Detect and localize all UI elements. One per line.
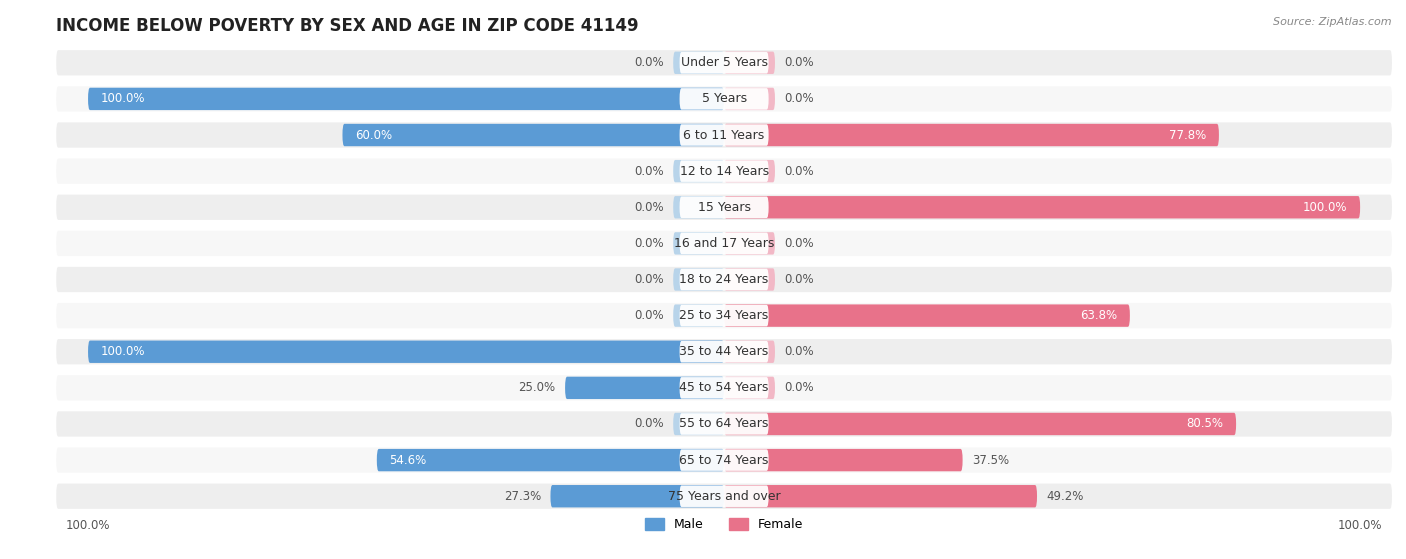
- Text: 80.5%: 80.5%: [1187, 418, 1223, 430]
- FancyBboxPatch shape: [679, 197, 769, 218]
- FancyBboxPatch shape: [56, 375, 1392, 400]
- Text: 0.0%: 0.0%: [785, 237, 814, 250]
- FancyBboxPatch shape: [679, 269, 769, 290]
- Text: 0.0%: 0.0%: [634, 201, 664, 214]
- Text: 54.6%: 54.6%: [389, 453, 427, 467]
- FancyBboxPatch shape: [679, 88, 769, 110]
- FancyBboxPatch shape: [724, 377, 775, 399]
- Text: 35 to 44 Years: 35 to 44 Years: [679, 345, 769, 358]
- Text: 65 to 74 Years: 65 to 74 Years: [679, 453, 769, 467]
- FancyBboxPatch shape: [673, 232, 724, 254]
- Text: 27.3%: 27.3%: [503, 490, 541, 503]
- Text: 16 and 17 Years: 16 and 17 Years: [673, 237, 775, 250]
- FancyBboxPatch shape: [724, 124, 1219, 146]
- Text: 0.0%: 0.0%: [634, 237, 664, 250]
- FancyBboxPatch shape: [673, 268, 724, 291]
- FancyBboxPatch shape: [56, 159, 1392, 184]
- FancyBboxPatch shape: [56, 267, 1392, 292]
- FancyBboxPatch shape: [673, 305, 724, 327]
- Text: 0.0%: 0.0%: [634, 165, 664, 178]
- Legend: Male, Female: Male, Female: [640, 513, 808, 536]
- FancyBboxPatch shape: [565, 377, 724, 399]
- FancyBboxPatch shape: [679, 160, 769, 182]
- FancyBboxPatch shape: [551, 485, 724, 508]
- Text: 0.0%: 0.0%: [785, 56, 814, 69]
- Text: 55 to 64 Years: 55 to 64 Years: [679, 418, 769, 430]
- FancyBboxPatch shape: [89, 88, 724, 110]
- Text: 6 to 11 Years: 6 to 11 Years: [683, 129, 765, 141]
- FancyBboxPatch shape: [724, 449, 963, 471]
- Text: 0.0%: 0.0%: [634, 418, 664, 430]
- FancyBboxPatch shape: [724, 413, 1236, 435]
- FancyBboxPatch shape: [679, 52, 769, 74]
- Text: 0.0%: 0.0%: [785, 345, 814, 358]
- FancyBboxPatch shape: [724, 305, 1130, 327]
- FancyBboxPatch shape: [56, 122, 1392, 148]
- FancyBboxPatch shape: [56, 303, 1392, 328]
- FancyBboxPatch shape: [56, 50, 1392, 75]
- Text: 0.0%: 0.0%: [634, 273, 664, 286]
- FancyBboxPatch shape: [679, 341, 769, 362]
- FancyBboxPatch shape: [56, 86, 1392, 112]
- FancyBboxPatch shape: [724, 196, 1360, 219]
- FancyBboxPatch shape: [89, 340, 724, 363]
- FancyBboxPatch shape: [724, 51, 775, 74]
- FancyBboxPatch shape: [673, 160, 724, 182]
- Text: 100.0%: 100.0%: [101, 92, 145, 106]
- FancyBboxPatch shape: [673, 196, 724, 219]
- Text: 0.0%: 0.0%: [785, 381, 814, 394]
- FancyBboxPatch shape: [679, 124, 769, 146]
- Text: Source: ZipAtlas.com: Source: ZipAtlas.com: [1274, 17, 1392, 27]
- FancyBboxPatch shape: [724, 268, 775, 291]
- Text: 49.2%: 49.2%: [1046, 490, 1084, 503]
- FancyBboxPatch shape: [724, 232, 775, 254]
- FancyBboxPatch shape: [724, 340, 775, 363]
- FancyBboxPatch shape: [673, 413, 724, 435]
- FancyBboxPatch shape: [679, 449, 769, 471]
- FancyBboxPatch shape: [377, 449, 724, 471]
- Text: INCOME BELOW POVERTY BY SEX AND AGE IN ZIP CODE 41149: INCOME BELOW POVERTY BY SEX AND AGE IN Z…: [56, 17, 638, 35]
- Text: 25 to 34 Years: 25 to 34 Years: [679, 309, 769, 322]
- Text: 100.0%: 100.0%: [101, 345, 145, 358]
- Text: 0.0%: 0.0%: [785, 92, 814, 106]
- Text: 37.5%: 37.5%: [972, 453, 1010, 467]
- FancyBboxPatch shape: [343, 124, 724, 146]
- FancyBboxPatch shape: [679, 233, 769, 254]
- Text: 18 to 24 Years: 18 to 24 Years: [679, 273, 769, 286]
- Text: 0.0%: 0.0%: [785, 273, 814, 286]
- FancyBboxPatch shape: [56, 411, 1392, 437]
- FancyBboxPatch shape: [56, 447, 1392, 473]
- Text: 45 to 54 Years: 45 to 54 Years: [679, 381, 769, 394]
- FancyBboxPatch shape: [56, 484, 1392, 509]
- FancyBboxPatch shape: [724, 485, 1038, 508]
- FancyBboxPatch shape: [679, 305, 769, 326]
- Text: 0.0%: 0.0%: [785, 165, 814, 178]
- Text: 60.0%: 60.0%: [356, 129, 392, 141]
- FancyBboxPatch shape: [679, 485, 769, 507]
- FancyBboxPatch shape: [673, 51, 724, 74]
- FancyBboxPatch shape: [56, 339, 1392, 364]
- FancyBboxPatch shape: [56, 195, 1392, 220]
- Text: 15 Years: 15 Years: [697, 201, 751, 214]
- Text: 5 Years: 5 Years: [702, 92, 747, 106]
- Text: 63.8%: 63.8%: [1080, 309, 1118, 322]
- Text: 0.0%: 0.0%: [634, 309, 664, 322]
- FancyBboxPatch shape: [56, 231, 1392, 256]
- Text: 100.0%: 100.0%: [1303, 201, 1347, 214]
- Text: Under 5 Years: Under 5 Years: [681, 56, 768, 69]
- FancyBboxPatch shape: [724, 160, 775, 182]
- Text: 0.0%: 0.0%: [634, 56, 664, 69]
- Text: 77.8%: 77.8%: [1168, 129, 1206, 141]
- Text: 75 Years and over: 75 Years and over: [668, 490, 780, 503]
- Text: 25.0%: 25.0%: [519, 381, 555, 394]
- Text: 12 to 14 Years: 12 to 14 Years: [679, 165, 769, 178]
- FancyBboxPatch shape: [679, 377, 769, 399]
- FancyBboxPatch shape: [679, 413, 769, 435]
- FancyBboxPatch shape: [724, 88, 775, 110]
